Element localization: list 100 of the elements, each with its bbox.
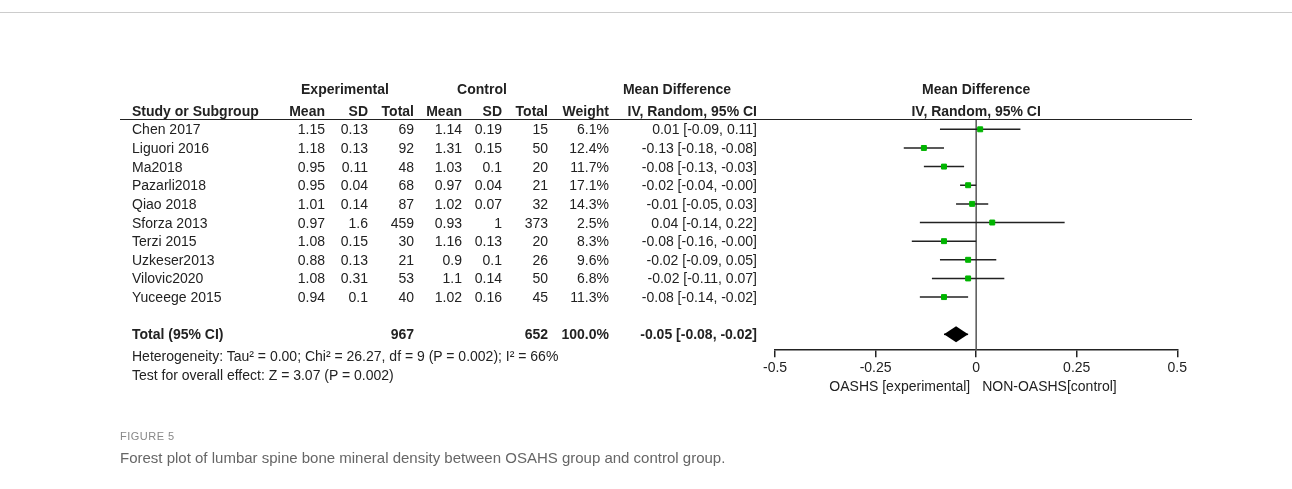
text: 652 <box>524 326 548 343</box>
category-label: Weight <box>562 103 609 119</box>
text: Heterogeneity: Tau² = 0.00; Chi² = 26.27, df = 9 (P = 0.002); I² = 66% <box>132 348 559 365</box>
text: Qiao 2018 <box>132 195 197 212</box>
text: 1.02 <box>434 195 462 212</box>
x-tick-label: -0.5 <box>763 359 788 376</box>
text: 0.15 <box>340 233 368 250</box>
text: Total (95% CI) <box>132 326 224 343</box>
text: 373 <box>524 214 548 231</box>
text: 53 <box>398 270 414 287</box>
text: 50 <box>532 139 548 156</box>
text: 1.02 <box>434 289 462 306</box>
text: Yuceege 2015 <box>132 289 222 306</box>
text: Control <box>457 81 507 97</box>
text: 1.6 <box>348 214 368 231</box>
text: 1.03 <box>434 158 462 175</box>
text: -0.08 [-0.14, -0.02] <box>641 289 757 306</box>
x-tick-label: 0 <box>972 359 981 376</box>
text: 0.14 <box>474 270 502 287</box>
text: 0.04 [-0.14, 0.22] <box>651 214 757 231</box>
point <box>941 294 947 301</box>
category-label: SD <box>348 103 368 119</box>
text: 69 <box>398 121 414 138</box>
point <box>965 256 972 263</box>
text: 0.13 <box>474 233 502 250</box>
text: 40 <box>398 289 414 306</box>
text: 967 <box>390 326 414 343</box>
category-label: Mean <box>289 103 325 119</box>
point <box>969 200 976 207</box>
text: 0.13 <box>340 139 368 156</box>
category-label: SD <box>482 103 502 119</box>
text: 0.31 <box>340 270 368 287</box>
text: NON-OASHS[control] <box>982 378 1117 394</box>
text: Vilovic2020 <box>132 270 204 287</box>
text: 6.1% <box>577 121 609 138</box>
text: 0.95 <box>297 158 325 175</box>
text: Forest plot of lumbar spine bone mineral density between OSAHS group and control group. <box>120 449 726 466</box>
text: Pazarli2018 <box>132 177 206 194</box>
text: 0.04 <box>474 177 502 194</box>
text: 0.1 <box>482 158 502 175</box>
text: Ma2018 <box>132 158 183 175</box>
text: 1 <box>494 214 502 231</box>
text: -0.08 [-0.13, -0.03] <box>641 158 757 175</box>
text: 1.15 <box>297 121 325 138</box>
text: 26 <box>532 251 548 268</box>
text: 0.14 <box>340 195 368 212</box>
text: 0.15 <box>474 139 502 156</box>
chart-title: Mean Difference <box>922 81 1031 97</box>
text: 48 <box>398 158 414 175</box>
x-tick-label: 0.25 <box>1063 359 1091 376</box>
text: 87 <box>398 195 414 212</box>
category-label: IV, Random, 95% CI <box>627 103 757 119</box>
text: 1.14 <box>434 121 462 138</box>
text: 1.01 <box>297 195 325 212</box>
text: 92 <box>398 139 414 156</box>
text: 0.93 <box>434 214 462 231</box>
text: 2.5% <box>577 214 609 231</box>
text: 20 <box>532 158 548 175</box>
text: 0.07 <box>474 195 502 212</box>
text: 21 <box>532 177 548 194</box>
text: 0.1 <box>348 289 368 306</box>
text: Sforza 2013 <box>132 214 208 231</box>
point <box>941 238 947 245</box>
text: Test for overall effect: Z = 3.07 (P = 0.002) <box>132 367 394 384</box>
text: 0.97 <box>297 214 325 231</box>
text: -0.02 [-0.09, 0.05] <box>646 251 757 268</box>
text: -0.13 [-0.18, -0.08] <box>641 139 757 156</box>
x-tick-label: -0.25 <box>859 359 892 376</box>
text: 15 <box>532 121 548 138</box>
text: -0.08 [-0.16, -0.00] <box>641 233 757 250</box>
text: 0.1 <box>482 251 502 268</box>
text: Mean Difference <box>622 81 732 97</box>
text: 1.08 <box>297 270 325 287</box>
text: 0.9 <box>442 251 462 268</box>
text: Uzkeser2013 <box>132 251 215 268</box>
text: 1.1 <box>442 270 462 287</box>
text: 0.95 <box>297 177 325 194</box>
point <box>989 219 996 226</box>
text: 30 <box>398 233 414 250</box>
text: 459 <box>390 214 414 231</box>
text: 100.0% <box>561 326 609 343</box>
category-label: Mean <box>426 103 462 119</box>
text: 0.01 [-0.09, 0.11] <box>652 121 757 138</box>
text: 0.04 <box>340 177 368 194</box>
text: 1.18 <box>297 139 325 156</box>
text: -0.01 [-0.05, 0.03] <box>646 195 757 212</box>
text: 20 <box>532 233 548 250</box>
text: OASHS [experimental] <box>829 378 971 394</box>
text: 17.1% <box>569 177 609 194</box>
text: 9.6% <box>577 251 609 268</box>
text: 50 <box>532 270 548 287</box>
text: Terzi 2015 <box>132 233 197 250</box>
text: 1.31 <box>434 139 462 156</box>
text: 14.3% <box>569 195 609 212</box>
point <box>920 144 927 151</box>
category-label: Total <box>381 103 414 119</box>
text: 12.4% <box>569 139 609 156</box>
point <box>965 275 972 282</box>
text: 32 <box>532 195 548 212</box>
text: 0.94 <box>297 289 325 306</box>
